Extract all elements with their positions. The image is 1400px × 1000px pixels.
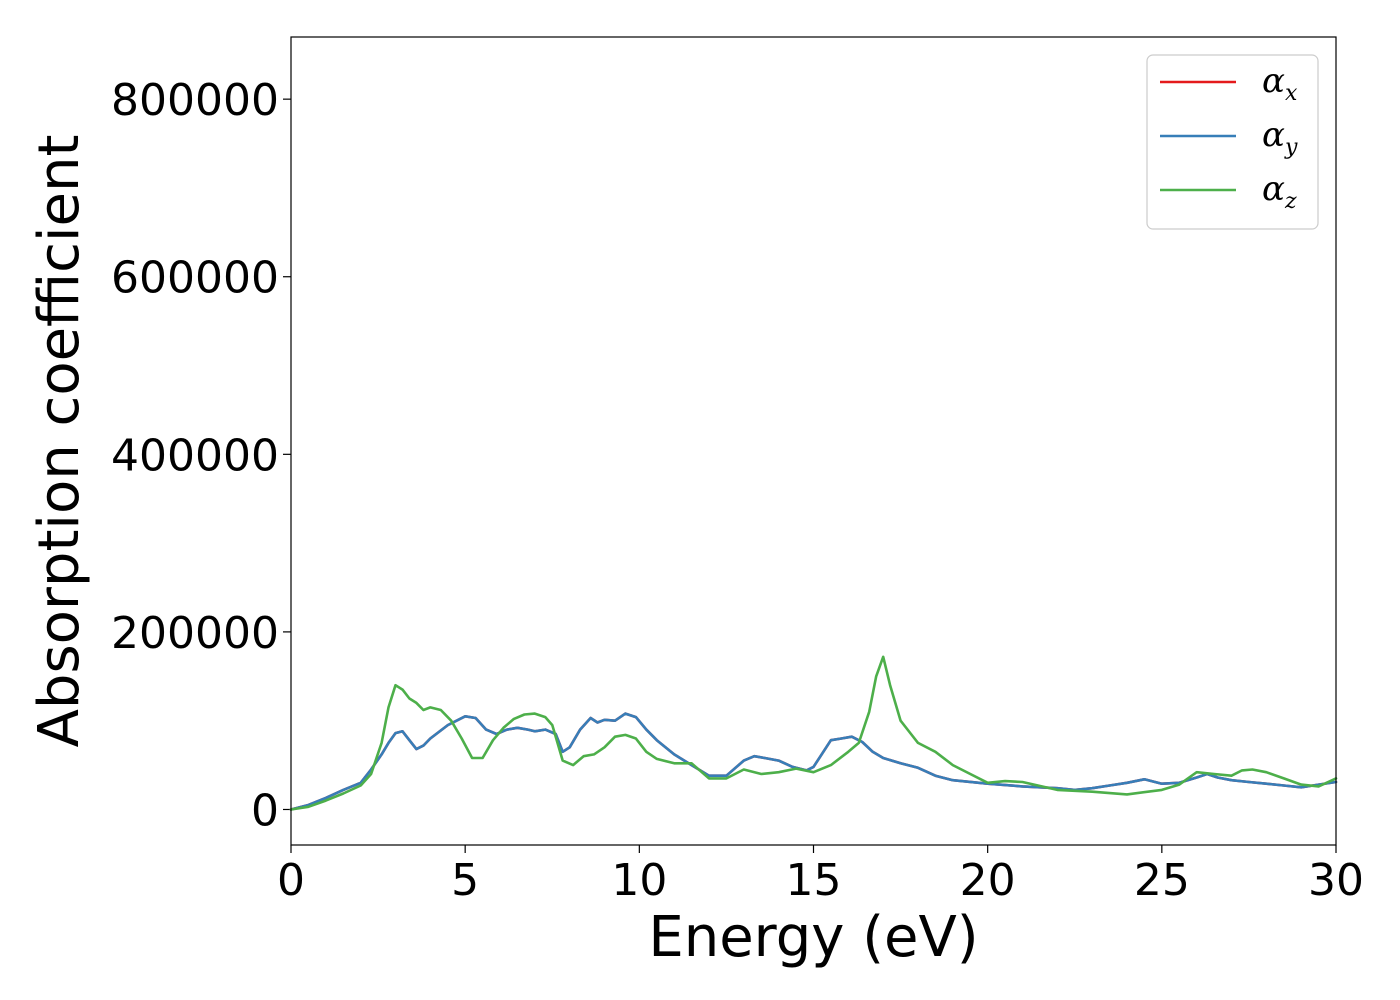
x-tick-label: 5 [451,855,479,906]
legend-label-z: αz [1262,169,1297,214]
legend-box [1146,54,1319,230]
y-tick-label: 600000 [111,253,279,304]
y-tick-label: 0 [251,785,279,836]
y-tick-label: 800000 [111,75,279,126]
legend-label-y: αy [1262,115,1298,160]
plot-frame [290,36,1337,846]
x-axis-label: Energy (eV) [648,905,978,970]
y-axis-ticks: 0 200000 400000 600000 800000 [111,75,291,836]
series-layer [289,655,1338,811]
x-tick-label: 30 [1308,855,1364,906]
y-axis-label: Absorption coefficient [27,135,92,748]
series-line-z [289,655,1338,811]
series-line-x [289,712,1338,811]
legend-label-x: αx [1262,61,1298,106]
x-tick-label: 10 [611,855,667,906]
x-tick-label: 15 [786,855,842,906]
legend: αx αy αz [1146,54,1319,230]
y-tick-label: 400000 [111,430,279,481]
x-tick-label: 25 [1134,855,1190,906]
x-tick-label: 0 [277,855,305,906]
x-axis-ticks: 0 5 10 15 20 25 30 [277,845,1364,906]
y-tick-label: 200000 [111,608,279,659]
series-line-y [289,712,1338,811]
x-tick-label: 20 [960,855,1016,906]
